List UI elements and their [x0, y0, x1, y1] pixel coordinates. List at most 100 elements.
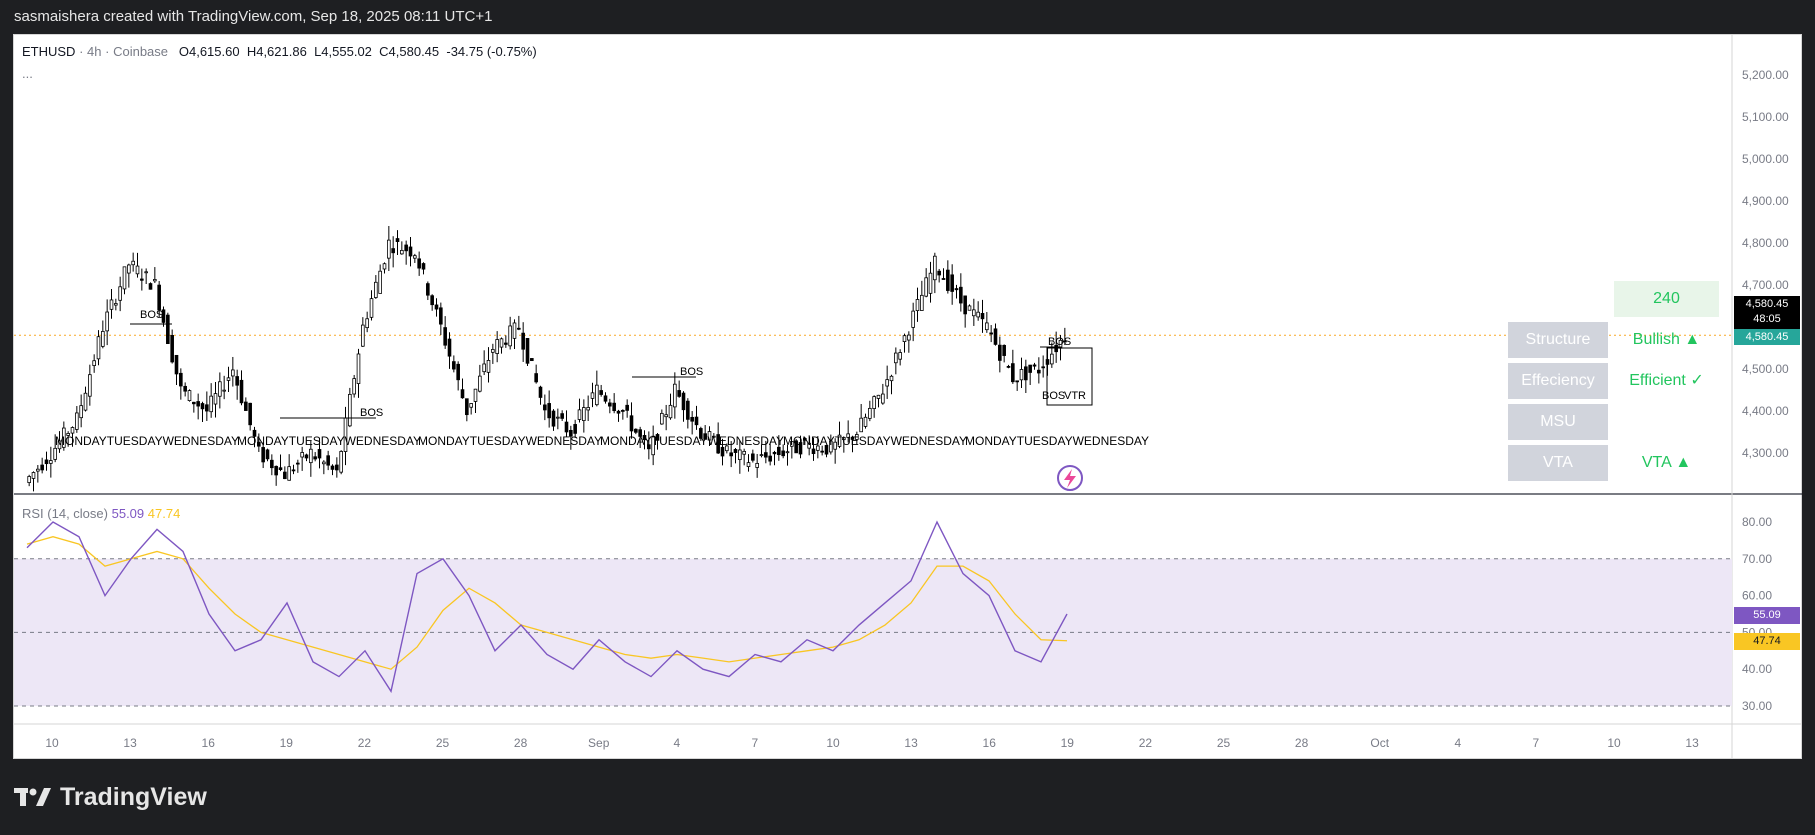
candle-down — [824, 444, 829, 455]
price-pane: MONDAYTUESDAYWEDNESDAYMONDAYTUESDAYWEDNE… — [14, 226, 1732, 492]
price-axis-label: 4,400.00 — [1742, 404, 1789, 418]
candle-up — [378, 270, 382, 294]
tradingview-logo-icon — [14, 786, 52, 808]
candle-up — [837, 434, 842, 447]
x-axis-label: 13 — [1685, 736, 1699, 750]
x-axis-label: 22 — [1139, 736, 1153, 750]
candle-down — [772, 451, 777, 455]
candle-up — [213, 393, 218, 405]
candle-up — [495, 339, 499, 354]
candle-up — [382, 263, 387, 270]
candle-up — [885, 379, 889, 387]
tradingview-brand[interactable]: TradingView — [14, 782, 207, 812]
candle-down — [534, 373, 538, 383]
candle-down — [608, 402, 612, 407]
candle-up — [491, 349, 495, 353]
candle-down — [465, 398, 469, 416]
candle-up — [915, 299, 920, 312]
candle-down — [564, 421, 569, 433]
candle-down — [417, 258, 421, 269]
candle-down — [629, 415, 634, 432]
price-axis-label: 5,200.00 — [1742, 68, 1789, 82]
candle-down — [248, 402, 252, 426]
more-indicators[interactable]: ... — [22, 66, 33, 81]
candle-up — [309, 448, 313, 464]
candle-down — [530, 358, 534, 362]
candle-up — [556, 416, 560, 419]
candle-up — [348, 393, 352, 427]
candle-down — [443, 327, 447, 346]
x-axis-label: 4 — [673, 736, 680, 750]
candle-down — [625, 404, 629, 411]
candle-up — [755, 463, 759, 468]
candle-up — [469, 403, 473, 408]
candle-down — [235, 376, 239, 386]
symbol-name[interactable]: ETHUSD — [22, 44, 76, 59]
candle-up — [816, 445, 820, 451]
candle-down — [170, 335, 174, 363]
candle-down — [777, 446, 781, 456]
candle-down — [179, 372, 183, 387]
open-label: O — [178, 44, 189, 59]
candle-down — [764, 452, 768, 458]
rsi-value: 55.09 — [111, 506, 145, 521]
low-label: L — [314, 44, 322, 59]
bos-label: BOS — [360, 407, 383, 419]
candle-up — [482, 363, 486, 373]
candle-up — [907, 334, 911, 341]
candle-down — [270, 459, 274, 469]
candle-up — [512, 322, 517, 339]
candle-down — [1037, 369, 1041, 374]
candle-up — [868, 407, 872, 419]
rsi-label[interactable]: RSI (14, close) — [22, 506, 108, 521]
x-axis-label: 28 — [514, 736, 528, 750]
candle-up — [590, 392, 595, 399]
candle-up — [725, 445, 729, 452]
change-value: -34.75 (-0.75%) — [446, 44, 537, 59]
x-axis-label: Sep — [588, 736, 610, 750]
day-label: MONDAYTUESDAYWEDNESDAY — [55, 434, 239, 448]
candle-down — [200, 403, 205, 410]
candle-down — [612, 402, 616, 412]
candle-down — [408, 246, 413, 257]
candle-up — [131, 260, 135, 266]
candle-down — [820, 450, 824, 453]
candle-up — [928, 272, 933, 294]
candle-up — [226, 377, 231, 381]
candle-down — [283, 471, 287, 480]
candle-down — [603, 395, 608, 402]
candle-down — [690, 416, 694, 422]
symbol-legend: ETHUSD · 4h · Coinbase O4,615.60 H4,621.… — [22, 44, 537, 59]
bos-label: BOS — [1042, 390, 1065, 402]
price-tag-secondary: 4,580.45 — [1734, 329, 1800, 345]
candle-up — [863, 416, 868, 427]
candle-down — [192, 401, 196, 405]
candle-up — [62, 427, 66, 448]
candle-up — [1019, 369, 1024, 381]
candle-up — [889, 375, 894, 382]
candle-up — [79, 405, 83, 419]
bos-label: BOS — [1048, 336, 1071, 348]
x-axis-label: 10 — [45, 736, 59, 750]
price-axis-label: 4,700.00 — [1742, 278, 1789, 292]
candle-down — [993, 328, 998, 345]
candle-up — [894, 352, 898, 364]
candle-up — [49, 460, 53, 464]
candle-down — [781, 450, 785, 457]
candle-down — [941, 278, 946, 280]
table-label-vta: VTA — [1508, 445, 1608, 481]
candle-up — [413, 255, 417, 259]
candle-down — [1024, 366, 1028, 381]
candle-down — [642, 435, 647, 441]
x-axis-label: 7 — [752, 736, 759, 750]
candle-up — [790, 441, 794, 447]
close-value: 4,580.45 — [388, 44, 440, 59]
x-axis-label: 19 — [1061, 736, 1075, 750]
candle-down — [391, 248, 395, 254]
candle-down — [1054, 344, 1058, 353]
last-price-value: 4,580.45 — [1745, 298, 1789, 310]
table-value-vta: VTA ▲ — [1641, 454, 1692, 471]
candle-up — [127, 264, 131, 274]
rsi-axis-label: 60.00 — [1742, 589, 1772, 603]
